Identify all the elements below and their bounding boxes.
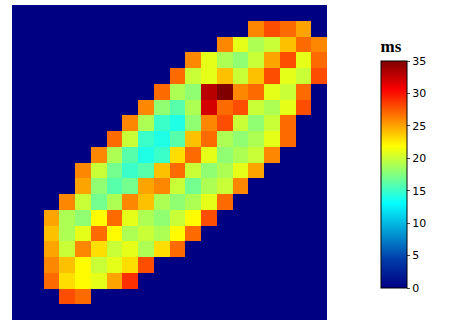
svg-text:15: 15 xyxy=(412,185,426,198)
svg-text:5: 5 xyxy=(412,249,419,262)
svg-text:0: 0 xyxy=(412,282,419,295)
svg-text:25: 25 xyxy=(412,120,426,133)
svg-text:20: 20 xyxy=(412,152,426,165)
svg-text:30: 30 xyxy=(412,87,426,100)
svg-text:35: 35 xyxy=(412,55,426,68)
svg-text:ms: ms xyxy=(381,37,402,56)
svg-text:10: 10 xyxy=(412,217,426,230)
